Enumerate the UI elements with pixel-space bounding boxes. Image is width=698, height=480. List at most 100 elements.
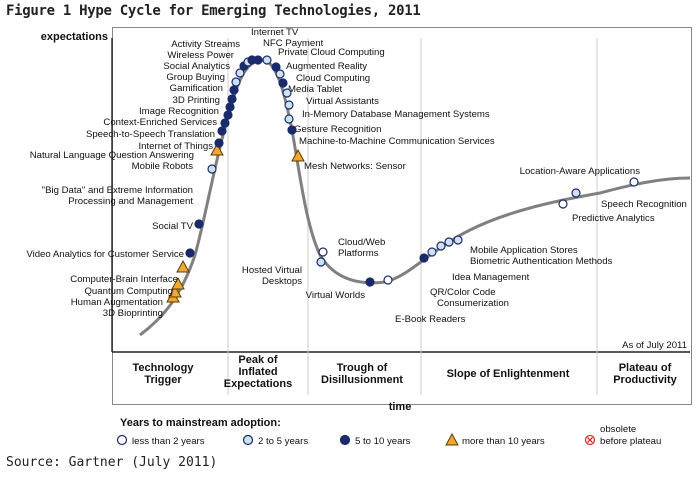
phase-label: Expectations (224, 378, 292, 390)
circle-marker (253, 55, 263, 65)
hype-curve (139, 58, 691, 337)
circle-marker (262, 55, 272, 65)
circle-marker (231, 77, 241, 87)
circle-marker (217, 126, 227, 136)
curve-marker (207, 164, 217, 174)
curve-marker (282, 88, 292, 98)
curve-marker (223, 110, 233, 120)
circle-marker (558, 199, 568, 209)
circle-marker (227, 94, 237, 104)
tech-label: Video Analytics for Customer Service (26, 249, 184, 260)
chart-frame (112, 27, 692, 405)
circle-marker (235, 68, 245, 78)
curve-marker (558, 199, 568, 209)
curve-marker (168, 284, 182, 298)
curve-marker (453, 235, 463, 245)
tech-label: Virtual Worlds (306, 290, 366, 301)
legend-label: obsolete (600, 424, 636, 435)
curve-marker (220, 118, 230, 128)
circle-marker (271, 62, 281, 72)
curve-marker (185, 248, 195, 258)
phase-label: Plateau of (619, 362, 672, 374)
tech-label: Mobile Application Stores (470, 245, 578, 256)
triangle-marker (171, 276, 185, 290)
circle-marker (571, 188, 581, 198)
curve-marker (383, 275, 393, 285)
tech-label: Biometric Authentication Methods (470, 256, 613, 267)
curve-marker (225, 102, 235, 112)
phase-label: Slope of Enlightenment (447, 368, 570, 380)
legend-title: Years to mainstream adoption: (120, 417, 281, 429)
circle-marker (287, 125, 297, 135)
tech-label: Activity Streams (171, 39, 240, 50)
tech-label: 3D Printing (173, 95, 220, 106)
phase-label: Peak of (238, 354, 277, 366)
curve-marker (316, 257, 326, 267)
curve-marker (171, 276, 185, 290)
curve-marker (231, 77, 241, 87)
circle-marker (282, 88, 292, 98)
curve-marker (275, 69, 285, 79)
legend-triangle (445, 432, 459, 446)
tech-label: Augmented Reality (286, 61, 367, 72)
tech-label: Location-Aware Applications (520, 166, 641, 177)
tech-label: Human Augmentation (71, 297, 163, 308)
tech-label: QR/Color Code (430, 287, 496, 298)
tech-label: Idea Management (452, 272, 530, 283)
x-axis-label: time (389, 401, 412, 413)
circle-marker (453, 235, 463, 245)
legend-label: 2 to 5 years (258, 436, 308, 447)
source-note: Source: Gartner (July 2011) (6, 455, 218, 470)
curve-marker (194, 219, 204, 229)
figure-title: Figure 1 Hype Cycle for Emerging Technol… (6, 3, 421, 19)
curve-marker (284, 100, 294, 110)
curve-marker (419, 253, 429, 263)
circle-marker (318, 247, 328, 257)
tech-label: Platforms (338, 248, 379, 259)
curve-marker (287, 125, 297, 135)
as-of-note: As of July 2011 (622, 340, 687, 351)
curve-marker (571, 188, 581, 198)
legend-label: more than 10 years (462, 436, 545, 447)
legend-label: less than 2 years (132, 436, 205, 447)
tech-label: Internet of Things (139, 141, 214, 152)
tech-label: Group Buying (166, 72, 225, 83)
legend-circle (339, 434, 351, 446)
tech-label: Computer-Brain Interface (70, 274, 178, 285)
curve-marker (284, 114, 294, 124)
legend-obsolete-icon (587, 437, 593, 443)
phase-label: Productivity (613, 374, 677, 386)
circle-marker (185, 248, 195, 258)
circle-marker (427, 247, 437, 257)
tech-label: E-Book Readers (395, 314, 466, 325)
y-axis-label: expectations (41, 31, 108, 43)
tech-label: Context-Enriched Services (103, 117, 217, 128)
triangle-marker (168, 284, 182, 298)
circle-marker (365, 277, 375, 287)
tech-label: Processing and Management (68, 196, 193, 207)
curve-marker (262, 55, 272, 65)
curve-marker (365, 277, 375, 287)
phase-label: Trigger (144, 374, 182, 386)
circle-marker (275, 69, 285, 79)
curve-marker (436, 241, 446, 251)
tech-label: Speech Recognition (601, 199, 687, 210)
circle-marker (223, 110, 233, 120)
circle-marker (225, 102, 235, 112)
circle-marker (383, 275, 393, 285)
circle-marker (214, 138, 224, 148)
legend-circle (242, 434, 254, 446)
tech-label: Desktops (262, 276, 302, 287)
circle-marker (284, 100, 294, 110)
tech-label: Wireless Power (167, 50, 234, 61)
tech-label: NFC Payment (263, 38, 324, 49)
circle-marker (278, 78, 288, 88)
tech-label: Mobile Robots (132, 161, 194, 172)
tech-label: Image Recognition (139, 106, 219, 117)
tech-label: Cloud Computing (296, 73, 370, 84)
legend-label: 5 to 10 years (355, 436, 411, 447)
legend-label: before plateau (600, 436, 661, 447)
phase-label: Disillusionment (321, 374, 403, 386)
curve-marker (227, 94, 237, 104)
